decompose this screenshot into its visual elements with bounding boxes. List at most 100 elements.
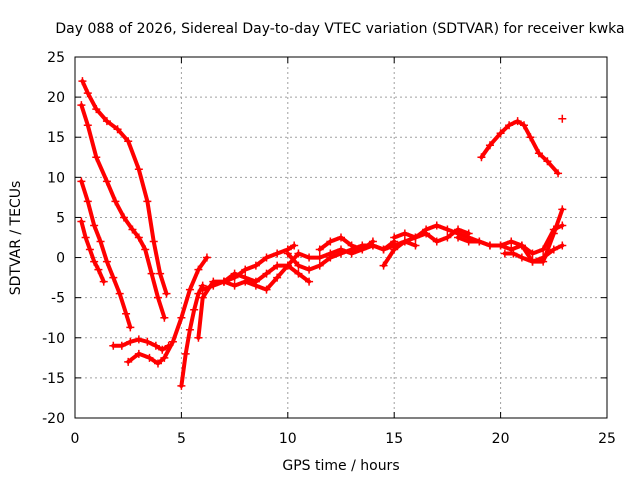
- y-axis-label: SDTVAR / TECUs: [8, 181, 24, 296]
- data-point: [400, 237, 409, 246]
- data-point: [147, 269, 156, 278]
- data-point: [92, 153, 101, 162]
- data-point: [554, 169, 563, 178]
- data-point: [185, 325, 194, 334]
- data-point: [485, 141, 494, 150]
- series-prn-c: [77, 177, 135, 332]
- data-point: [134, 335, 143, 344]
- y-tick-label: -5: [51, 291, 65, 307]
- data-point: [464, 229, 473, 238]
- data-point: [273, 273, 282, 282]
- series-line: [79, 103, 167, 320]
- series-line: [196, 243, 297, 340]
- data-point: [102, 117, 111, 126]
- data-point: [190, 305, 199, 314]
- data-point: [119, 213, 128, 222]
- y-tick-label: -20: [42, 411, 65, 427]
- x-tick-label: 0: [71, 431, 80, 447]
- data-point: [134, 233, 143, 242]
- data-point: [151, 341, 160, 350]
- data-point: [141, 245, 150, 254]
- data-point: [160, 313, 169, 322]
- x-tick-label: 10: [279, 431, 297, 447]
- y-tick-label: 15: [47, 130, 65, 146]
- data-point: [90, 257, 99, 266]
- data-point: [111, 197, 120, 206]
- chart-title: Day 088 of 2026, Sidereal Day-to-day VTE…: [55, 21, 624, 37]
- data-point: [77, 177, 86, 186]
- series-prn-f: [124, 253, 211, 368]
- data-point: [262, 253, 271, 262]
- data-point: [543, 157, 552, 166]
- series-prn-b: [77, 101, 169, 322]
- data-point: [326, 237, 335, 246]
- data-point: [99, 277, 108, 286]
- data-point: [134, 165, 143, 174]
- data-point: [194, 289, 203, 298]
- data-point: [464, 237, 473, 246]
- data-point: [124, 137, 133, 146]
- data-point: [153, 359, 162, 368]
- series-layer: [77, 77, 567, 390]
- data-point: [209, 281, 218, 290]
- series-line: [79, 179, 133, 330]
- data-point: [143, 337, 152, 346]
- x-tick-label: 25: [598, 431, 616, 447]
- data-point: [507, 237, 516, 246]
- series-prn-a: [78, 77, 171, 298]
- data-point: [126, 337, 135, 346]
- data-point: [534, 149, 543, 158]
- data-point: [78, 77, 87, 86]
- data-point: [509, 249, 518, 258]
- data-point: [83, 197, 92, 206]
- data-point: [177, 381, 186, 390]
- data-point: [145, 353, 154, 362]
- data-point: [400, 229, 409, 238]
- x-tick-label: 20: [492, 431, 510, 447]
- data-point: [92, 105, 101, 114]
- data-point: [496, 129, 505, 138]
- data-point: [273, 249, 282, 258]
- data-point: [368, 237, 377, 246]
- data-point: [251, 281, 260, 290]
- data-point: [94, 265, 103, 274]
- data-point: [262, 269, 271, 278]
- data-point: [77, 217, 86, 226]
- data-point: [117, 341, 126, 350]
- data-point: [124, 357, 133, 366]
- data-point: [443, 225, 452, 234]
- data-point: [168, 337, 177, 346]
- data-point: [549, 245, 558, 254]
- data-point: [500, 249, 509, 258]
- data-point: [305, 277, 314, 286]
- data-point: [517, 241, 526, 250]
- data-point: [273, 261, 282, 270]
- data-point: [513, 117, 522, 126]
- data-point: [520, 121, 529, 130]
- data-point: [526, 133, 535, 142]
- data-point: [305, 253, 314, 262]
- x-axis-label: GPS time / hours: [282, 458, 399, 474]
- data-point: [156, 269, 165, 278]
- data-point: [77, 101, 86, 110]
- data-point: [294, 249, 303, 258]
- y-tick-label: -15: [42, 371, 65, 387]
- data-point: [558, 221, 567, 230]
- data-point: [134, 349, 143, 358]
- data-point: [143, 197, 152, 206]
- series-prn-n: [390, 225, 473, 246]
- data-point: [505, 121, 514, 130]
- data-point: [177, 313, 186, 322]
- data-point: [283, 249, 292, 258]
- data-point: [109, 273, 118, 282]
- data-point: [454, 225, 463, 234]
- data-point: [83, 121, 92, 130]
- tick-layer: 0 5 10 15 20 25 -20 -15 -10 -5 0 5 10 15 20 25: [42, 50, 616, 447]
- data-point: [219, 277, 228, 286]
- grid: [75, 57, 607, 418]
- data-point: [102, 257, 111, 266]
- data-point: [485, 241, 494, 250]
- data-point: [390, 245, 399, 254]
- data-point: [202, 253, 211, 262]
